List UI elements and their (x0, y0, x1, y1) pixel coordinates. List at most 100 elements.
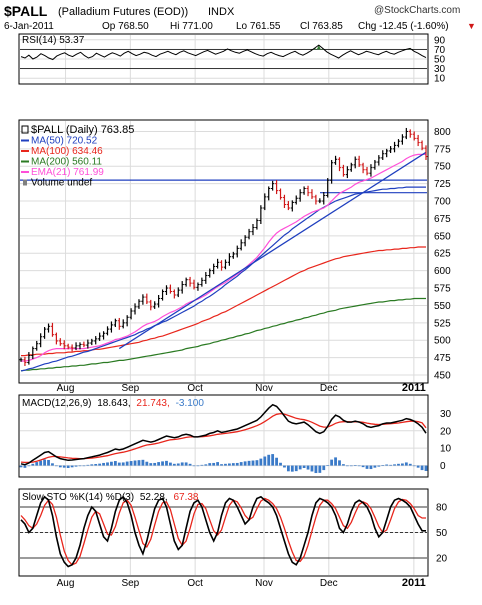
y-tick-label: 700 (434, 197, 451, 208)
histogram-bar (196, 465, 200, 467)
y-tick-label: 550 (434, 301, 451, 312)
legend-label: MA(50) 720.52 (31, 136, 98, 147)
histogram-bar (188, 463, 192, 466)
chart-symbol: $PALL (4, 3, 48, 19)
histogram-bar (275, 457, 278, 466)
histogram-bar (342, 464, 345, 466)
histogram-bar (110, 461, 113, 466)
macd-legend-prefix: MACD(12,26,9) (22, 398, 91, 409)
histogram-bar (235, 462, 239, 466)
histogram-bar (401, 463, 404, 466)
histogram-bar (416, 465, 420, 468)
histogram-bar (353, 465, 357, 466)
histogram-bar (357, 465, 361, 467)
histogram-bar (267, 454, 271, 466)
y-tick-label: 10 (434, 74, 446, 85)
histogram-bar (31, 463, 35, 466)
histogram-bar (70, 465, 74, 468)
stochastic-legend-prefix: Slow STO %K(14) %D(3) (22, 492, 134, 503)
macd-histogram (19, 454, 428, 474)
y-tick-label: 625 (434, 249, 451, 260)
histogram-bar (78, 465, 82, 467)
histogram-bar (86, 464, 90, 466)
legend-label: MA(100) 634.46 (31, 146, 103, 157)
legend-label: $PALL (Daily) 763.85 (31, 124, 134, 136)
rsi-legend: RSI(14) 53.37 (22, 35, 85, 46)
y-tick-label: 10 (440, 444, 452, 455)
histogram-bar (255, 460, 259, 466)
histogram-bar (322, 465, 326, 471)
histogram-bar (365, 465, 369, 469)
histogram-bar (58, 465, 62, 468)
histogram-bar (39, 460, 43, 466)
histogram-bar (23, 465, 27, 468)
y-tick-label: 675 (434, 214, 451, 225)
x-tick-label: Sep (121, 383, 139, 394)
histogram-bar (306, 465, 310, 470)
histogram-bar (369, 465, 373, 470)
y-tick-label: 50 (436, 528, 448, 539)
histogram-bar (121, 462, 125, 466)
y-tick-label: 70 (434, 45, 446, 56)
quote-close: Cl 763.85 (300, 21, 343, 32)
histogram-bar (90, 464, 94, 466)
histogram-bar (94, 464, 98, 466)
change-down-arrow-icon: ▼ (467, 21, 476, 31)
histogram-bar (220, 464, 223, 466)
histogram-bar (345, 465, 349, 467)
y-tick-label: 30 (434, 64, 446, 75)
y-tick-label: 475 (434, 353, 451, 364)
y-tick-label: 525 (434, 318, 451, 329)
macd-line (20, 403, 427, 466)
histogram-bar (318, 465, 322, 473)
price-horizontal-lines (20, 179, 427, 194)
histogram-bar (141, 459, 145, 466)
histogram-bar (334, 457, 337, 466)
histogram-bar (129, 461, 133, 466)
histogram-bar (192, 465, 196, 467)
histogram-bar (157, 462, 161, 466)
rsi-grid (20, 35, 427, 83)
histogram-bar (113, 461, 117, 466)
price-x-axis: Aug Sep Oct Nov Dec 2011 (57, 382, 426, 394)
histogram-bar (263, 456, 267, 466)
y-tick-label: 90 (434, 35, 446, 46)
histogram-bar (204, 464, 208, 466)
stochastic-d-line (20, 497, 426, 566)
histogram-bar (412, 465, 416, 467)
stochastic-grid (20, 490, 427, 575)
quote-high: Hi 771.00 (170, 21, 213, 32)
y-tick-label: 775 (434, 144, 451, 155)
x-tick-label: Oct (187, 578, 203, 589)
histogram-bar (330, 459, 334, 466)
histogram-bar (19, 465, 23, 468)
price-indicator-lines (20, 151, 427, 372)
x-tick-label: Aug (57, 383, 75, 394)
histogram-bar (404, 462, 408, 466)
histogram-bar (420, 465, 424, 471)
stochastic-legend-d: 67.38 (173, 492, 198, 503)
histogram-bar (102, 462, 105, 466)
y-tick-label: 30 (440, 409, 452, 420)
y-tick-label: 50 (434, 55, 446, 66)
histogram-bar (180, 462, 184, 466)
quote-date: 6-Jan-2011 (4, 21, 54, 32)
x-tick-label: Dec (320, 383, 338, 394)
histogram-bar (224, 463, 227, 466)
macd-panel: 0 10 20 30 MACD(12,26,9) 18.643, 21.743, -3… (18, 394, 452, 478)
histogram-bar (176, 463, 180, 466)
histogram-bar (200, 464, 204, 466)
histogram-bar (338, 460, 341, 466)
x-tick-label: Nov (255, 383, 273, 394)
quote-change: Chg -12.45 (-1.60%) (358, 21, 449, 32)
histogram-bar (389, 464, 393, 466)
rsi-line (20, 44, 427, 61)
histogram-bar (137, 460, 141, 466)
stochastic-k-line (20, 495, 426, 568)
histogram-bar (74, 465, 78, 467)
histogram-bar (381, 465, 385, 466)
histogram-bar (231, 463, 235, 466)
